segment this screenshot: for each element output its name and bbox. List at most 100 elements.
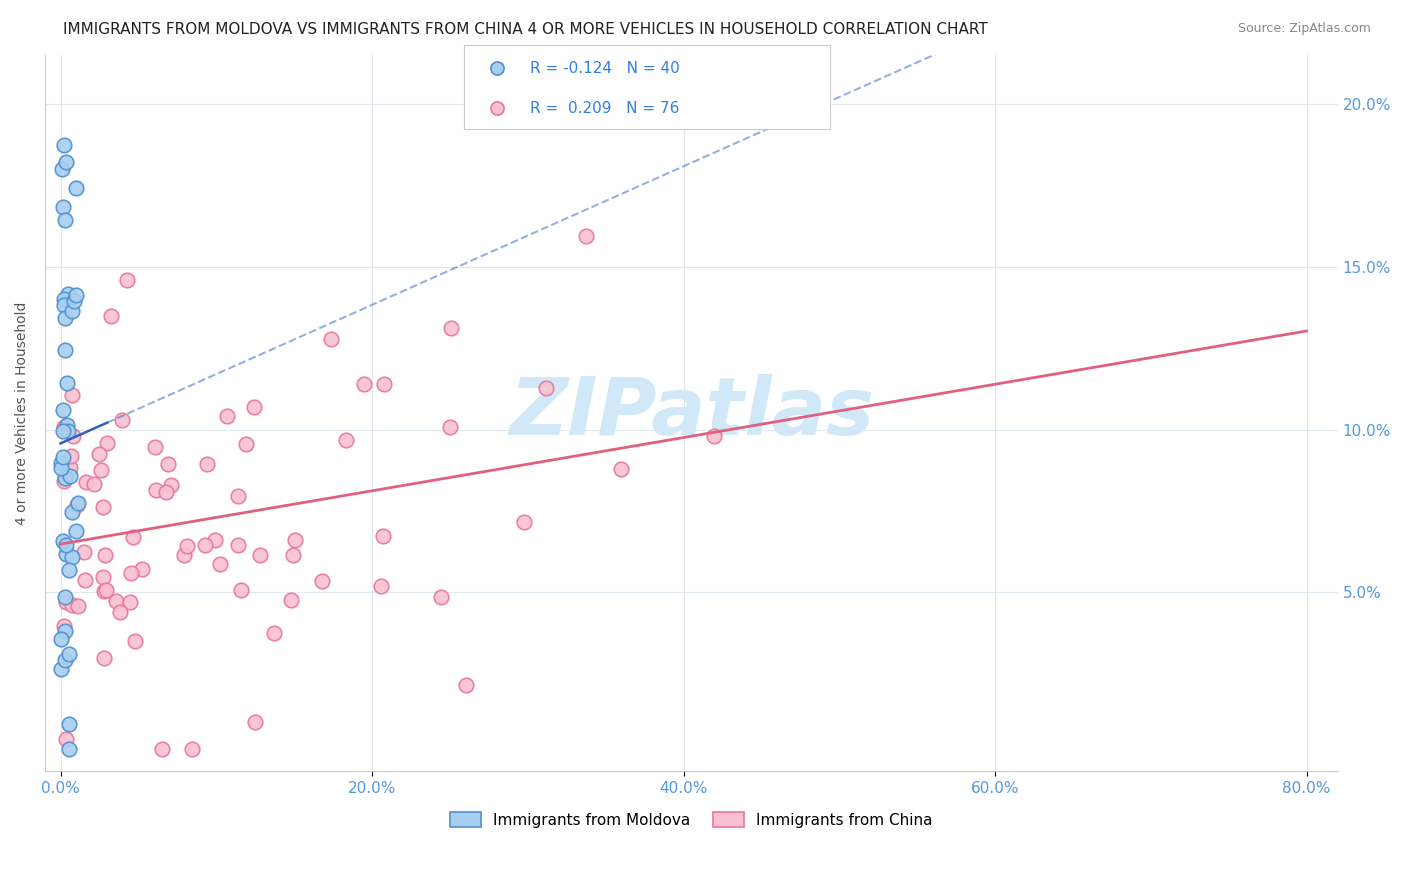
Point	[283, 548, 305, 562]
Point	[52, 403, 75, 417]
Point	[104, 594, 127, 608]
Point	[94, 583, 117, 598]
Point	[51, 662, 73, 676]
Point	[370, 579, 392, 593]
Text: IMMIGRANTS FROM MOLDOVA VS IMMIGRANTS FROM CHINA 4 OR MORE VEHICLES IN HOUSEHOLD: IMMIGRANTS FROM MOLDOVA VS IMMIGRANTS FR…	[63, 22, 988, 37]
Point	[60, 303, 83, 318]
Point	[226, 538, 249, 552]
Point	[53, 292, 76, 306]
Point	[120, 566, 142, 581]
Point	[93, 548, 115, 562]
Point	[49, 461, 72, 475]
Point	[173, 548, 195, 562]
Point	[335, 433, 357, 447]
Point	[93, 584, 115, 599]
Text: Source: ZipAtlas.com: Source: ZipAtlas.com	[1237, 22, 1371, 36]
Point	[575, 229, 598, 244]
Point	[93, 651, 115, 665]
Point	[55, 595, 77, 609]
Point	[52, 619, 75, 633]
Point	[75, 475, 97, 489]
Point	[209, 557, 232, 571]
Point	[143, 440, 166, 454]
Point	[454, 678, 477, 692]
Point	[90, 463, 112, 477]
Point	[52, 137, 75, 152]
Text: R =  0.209   N = 76: R = 0.209 N = 76	[530, 101, 679, 116]
Point	[52, 474, 75, 488]
Point	[52, 424, 75, 438]
Point	[215, 409, 238, 423]
Point	[60, 550, 83, 565]
Point	[96, 436, 118, 450]
Point	[157, 457, 180, 471]
Point	[280, 593, 302, 607]
Point	[66, 498, 89, 512]
Point	[160, 478, 183, 492]
Point	[58, 563, 80, 577]
Point	[111, 412, 134, 426]
Point	[52, 420, 75, 434]
Point	[91, 570, 114, 584]
Point	[56, 287, 79, 301]
Point	[243, 401, 266, 415]
Text: ZIPatlas: ZIPatlas	[509, 375, 875, 452]
Point	[176, 539, 198, 553]
Point	[311, 574, 333, 588]
Point	[62, 429, 84, 443]
Point	[263, 626, 285, 640]
Point	[91, 500, 114, 514]
Point	[87, 447, 110, 461]
Legend: Immigrants from Moldova, Immigrants from China: Immigrants from Moldova, Immigrants from…	[443, 804, 941, 835]
Point	[439, 420, 461, 434]
Point	[610, 461, 633, 475]
Point	[52, 450, 75, 465]
Point	[110, 605, 132, 619]
Point	[195, 458, 218, 472]
Point	[440, 321, 463, 335]
Point	[371, 529, 394, 543]
Point	[194, 538, 217, 552]
Point	[66, 496, 89, 510]
Point	[235, 437, 257, 451]
Point	[485, 62, 508, 76]
Point	[150, 741, 173, 756]
Point	[55, 538, 77, 552]
Point	[52, 200, 75, 214]
Point	[284, 533, 307, 547]
Point	[53, 653, 76, 667]
Point	[65, 288, 87, 302]
Point	[59, 461, 82, 475]
Point	[703, 429, 725, 443]
Point	[249, 548, 271, 562]
Text: R = -0.124   N = 40: R = -0.124 N = 40	[530, 61, 679, 76]
Point	[52, 298, 75, 312]
Point	[65, 181, 87, 195]
Point	[53, 311, 76, 326]
Point	[59, 469, 82, 483]
Point	[321, 332, 343, 346]
Point	[122, 530, 145, 544]
Point	[58, 716, 80, 731]
Point	[56, 418, 79, 433]
Point	[534, 381, 557, 395]
Point	[204, 533, 226, 548]
Point	[115, 273, 138, 287]
Point	[58, 648, 80, 662]
Point	[229, 582, 252, 597]
Point	[53, 471, 76, 485]
Point	[55, 732, 77, 747]
Point	[65, 524, 87, 538]
Point	[430, 590, 453, 604]
Point	[226, 489, 249, 503]
Point	[58, 741, 80, 756]
Point	[56, 376, 79, 390]
Point	[51, 162, 73, 177]
Point	[55, 154, 77, 169]
Point	[55, 591, 77, 605]
Point	[49, 632, 72, 647]
Point	[60, 388, 83, 402]
Y-axis label: 4 or more Vehicles in Household: 4 or more Vehicles in Household	[15, 301, 30, 524]
Point	[55, 547, 77, 561]
Point	[485, 101, 508, 115]
